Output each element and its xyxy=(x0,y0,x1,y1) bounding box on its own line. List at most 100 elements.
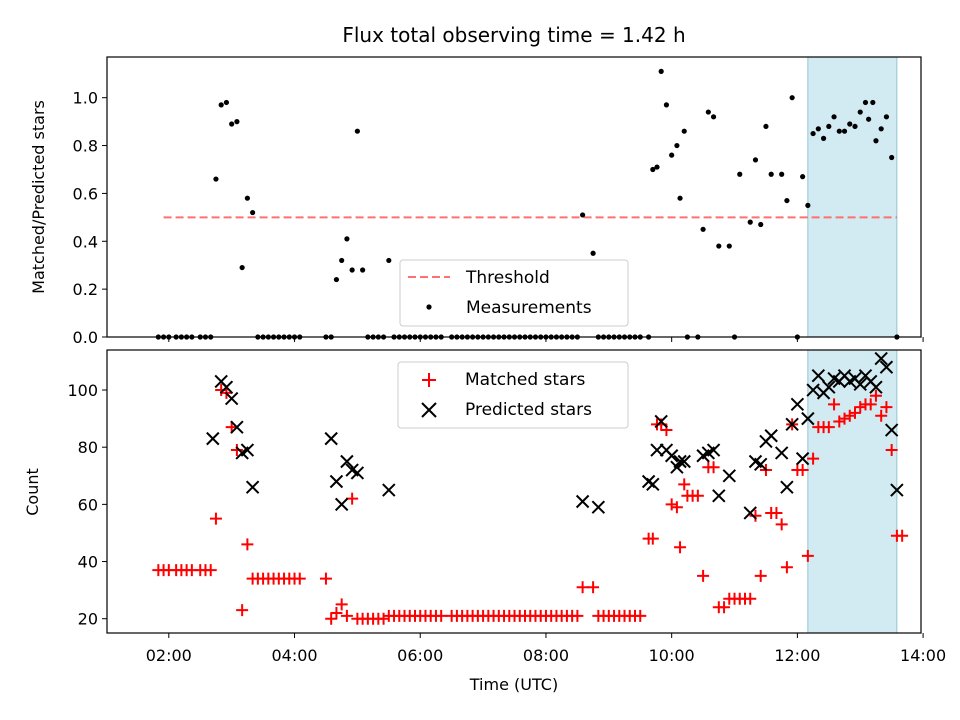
measurement-point xyxy=(244,195,250,201)
measurement-point xyxy=(349,267,355,273)
measurement-point xyxy=(866,116,872,122)
matched-star-marker xyxy=(204,564,217,577)
top-x-ticks xyxy=(168,337,924,342)
measurement-point xyxy=(857,109,863,115)
matched-star-marker xyxy=(678,478,691,491)
matched-star-marker xyxy=(770,506,783,519)
x-tick-label: 02:00 xyxy=(146,646,192,665)
matched-star-marker xyxy=(674,541,687,554)
bottom-y-tick-label: 40 xyxy=(78,553,98,572)
measurement-point xyxy=(710,114,717,120)
predicted-star-marker xyxy=(245,480,260,494)
measurement-point xyxy=(737,171,743,177)
predicted-star-marker xyxy=(764,429,778,443)
measurement-point xyxy=(870,99,876,106)
matched-star-marker xyxy=(293,572,306,585)
measurement-point xyxy=(768,171,774,177)
matched-star-marker xyxy=(843,409,856,422)
matched-star-marker xyxy=(807,452,820,465)
predicted-star-marker xyxy=(591,500,606,514)
top-y-tick-label: 0.8 xyxy=(73,137,98,156)
predicted-star-marker xyxy=(654,414,668,429)
matched-star-marker xyxy=(215,384,228,397)
matched-star-marker xyxy=(744,592,757,605)
bottom-legend-box xyxy=(397,361,629,429)
top-y-tick-label: 0.2 xyxy=(73,280,98,299)
measurement-point xyxy=(873,138,879,144)
predicted-star-marker xyxy=(224,391,239,406)
predicted-star-marker xyxy=(869,380,883,394)
measurement-point xyxy=(223,99,230,106)
matched-star-marker xyxy=(230,444,243,457)
predicted-star-markers xyxy=(206,351,904,520)
matched-star-marker xyxy=(849,406,861,419)
x-tick-label: 06:00 xyxy=(397,646,443,665)
matched-star-marker xyxy=(576,581,589,594)
predicted-star-marker xyxy=(754,457,768,472)
top-axes-frame xyxy=(106,56,922,338)
matched-star-marker xyxy=(241,538,254,551)
predicted-star-marker xyxy=(790,397,805,412)
legend-predicted-swatch xyxy=(421,402,437,418)
matched-star-marker xyxy=(833,415,846,428)
matched-star-marker xyxy=(634,609,647,622)
bottom-x-ticks: 02:00 04:00 06:00 08:00 10:00 12:00 14:00 xyxy=(146,633,946,665)
predicted-star-marker xyxy=(324,431,338,446)
measurement-point xyxy=(663,102,670,108)
measurement-point xyxy=(669,152,675,158)
measurement-point xyxy=(810,130,816,137)
top-legend: Threshold Measurements xyxy=(399,259,629,327)
chart-title: Flux total observing time = 1.42 h xyxy=(342,23,685,47)
measurement-point xyxy=(752,157,759,163)
x-tick-label: 14:00 xyxy=(900,646,946,665)
measurement-point xyxy=(831,114,837,120)
predicted-star-marker xyxy=(743,506,757,520)
matched-star-marker xyxy=(346,492,359,505)
matched-star-marker xyxy=(435,609,448,622)
matched-star-marker xyxy=(691,489,704,502)
matched-star-marker xyxy=(754,569,767,582)
matched-star-marker xyxy=(775,518,788,531)
x-tick-label: 12:00 xyxy=(774,646,820,665)
predicted-star-marker xyxy=(706,443,721,457)
measurement-point xyxy=(234,119,240,125)
matched-star-marker xyxy=(828,398,841,411)
bottom-y-ticks: 20 40 60 80 100 xyxy=(67,381,107,629)
measurement-point xyxy=(229,121,235,127)
measurement-point xyxy=(889,154,895,161)
predicted-star-marker xyxy=(874,351,888,366)
measurement-point xyxy=(658,68,664,74)
predicted-star-marker xyxy=(811,369,826,383)
measurement-point xyxy=(674,142,680,149)
measurement-point xyxy=(763,123,769,130)
matched-star-marker xyxy=(822,421,835,434)
matched-star-marker xyxy=(896,529,909,542)
measurement-point xyxy=(805,202,811,208)
predicted-star-marker xyxy=(853,377,867,392)
measurement-point xyxy=(862,99,869,106)
matched-star-marker xyxy=(796,464,809,477)
x-tick-label: 04:00 xyxy=(271,646,317,665)
matched-star-marker xyxy=(665,498,678,511)
top-panel: 0.0 0.2 0.4 0.6 0.8 1.0 Matched/Predicted sta… xyxy=(29,56,924,347)
measurement-point xyxy=(726,243,732,249)
matched-star-marker xyxy=(236,604,249,617)
measurement-point xyxy=(826,123,832,130)
predicted-star-marker xyxy=(879,360,894,374)
bottom-legend: Matched stars Predicted stars xyxy=(397,361,629,429)
matched-star-marker xyxy=(875,409,888,422)
predicted-star-marker xyxy=(646,477,660,492)
predicted-star-marker xyxy=(334,497,349,512)
measurement-point xyxy=(747,219,753,225)
measurement-point xyxy=(784,197,790,204)
bottom-y-tick-label: 60 xyxy=(78,495,98,514)
measurement-point xyxy=(700,226,706,232)
matched-star-marker xyxy=(801,549,814,562)
predicted-star-marker xyxy=(774,446,789,460)
predicted-star-marker xyxy=(575,494,590,509)
top-y-tick-label: 1.0 xyxy=(73,89,98,108)
predicted-star-marker xyxy=(722,469,736,483)
predicted-star-marker xyxy=(712,489,726,503)
